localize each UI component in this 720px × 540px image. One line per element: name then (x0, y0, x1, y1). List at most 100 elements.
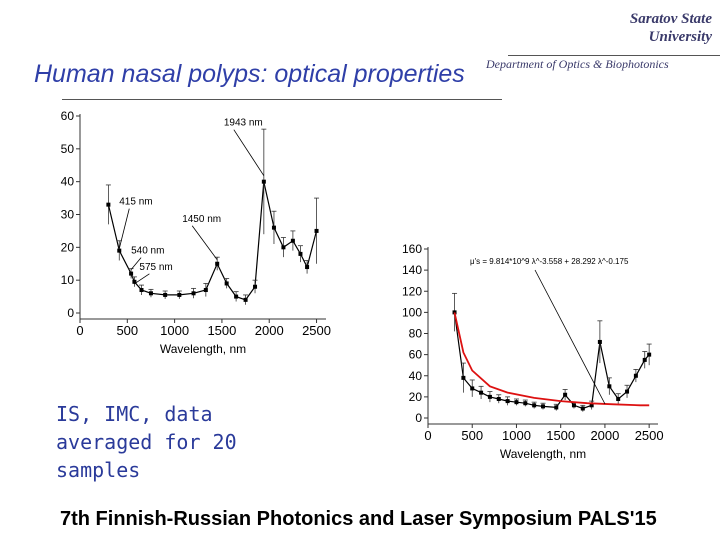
data-point (633, 373, 638, 378)
data-point (597, 339, 602, 344)
data-point (541, 404, 545, 409)
data-point (487, 394, 492, 399)
department-name: Department of Optics & Biophotonics (486, 57, 669, 71)
y-tick-label: 60 (409, 348, 423, 362)
y-tick-label: 80 (409, 327, 423, 341)
data-point (177, 292, 182, 297)
data-point (215, 261, 220, 266)
data-point (563, 392, 568, 397)
y-tick-label: 0 (67, 306, 74, 320)
data-point (305, 265, 310, 270)
data-point (580, 406, 585, 411)
data-point (496, 396, 501, 401)
data-point (203, 288, 208, 293)
x-tick-label: 0 (76, 323, 83, 338)
data-point (234, 294, 239, 299)
x-tick-label: 1000 (502, 428, 531, 443)
x-tick-label: 1500 (207, 323, 236, 338)
slide-note: IS, IMC, data averaged for 20 samples (56, 402, 237, 482)
data-point (253, 284, 258, 289)
annotation-label: 1943 nm (224, 118, 263, 129)
y-tick-label: 160 (402, 242, 422, 256)
data-point (452, 310, 457, 315)
annotation-arrow (130, 257, 142, 270)
y-tick-label: 40 (409, 369, 423, 383)
data-point (298, 251, 303, 256)
data-point (571, 403, 576, 408)
x-tick-label: 1500 (546, 428, 575, 443)
data-point (479, 390, 484, 395)
data-point (148, 291, 153, 296)
x-tick-label: 0 (424, 428, 431, 443)
data-point (461, 375, 466, 380)
formula-pointer (534, 269, 606, 405)
data-point (607, 384, 612, 389)
university-line-1: Saratov State (629, 11, 712, 27)
x-tick-label: 2000 (255, 323, 284, 338)
data-point (224, 281, 229, 286)
y-tick-label: 20 (61, 240, 75, 254)
data-point (505, 399, 510, 404)
fit-curve (453, 312, 650, 407)
data-point (106, 202, 111, 207)
fit-formula: μ's = 9.814*10^9 λ^-3.558 + 28.292 λ^-0.… (470, 257, 629, 266)
data-point (314, 228, 319, 233)
header-divider (508, 55, 720, 56)
data-point (129, 271, 134, 276)
title-underline (62, 99, 502, 100)
data-point (514, 400, 519, 405)
data-point (616, 396, 621, 401)
data-point (470, 386, 475, 391)
data-point (271, 225, 276, 230)
x-tick-label: 500 (461, 428, 483, 443)
data-point (532, 403, 537, 408)
annotation-arrow (134, 273, 150, 285)
data-point (642, 357, 647, 362)
y-tick-label: 120 (402, 284, 422, 298)
data-point (243, 297, 248, 302)
data-point (290, 238, 295, 243)
y-tick-label: 0 (415, 411, 422, 425)
y-tick-label: 60 (61, 109, 75, 123)
data-point (132, 279, 137, 284)
data-point (523, 401, 528, 406)
y-tick-label: 20 (409, 390, 423, 404)
x-tick-label: 1000 (160, 323, 189, 338)
x-tick-label: 2500 (302, 323, 331, 338)
data-point (589, 403, 594, 408)
series-line (107, 181, 318, 301)
data-point (554, 405, 559, 410)
x-tick-label: 2000 (590, 428, 619, 443)
y-tick-label: 30 (61, 208, 75, 222)
data-point (139, 288, 144, 293)
data-point (191, 291, 196, 296)
annotation-label: 575 nm (139, 262, 172, 273)
y-tick-label: 10 (61, 273, 75, 287)
data-point (261, 179, 266, 184)
x-tick-label: 2500 (635, 428, 664, 443)
annotation-label: 1450 nm (182, 214, 221, 225)
annotation-label: 415 nm (119, 197, 152, 208)
annotation-label: 540 nm (131, 246, 164, 257)
data-point (647, 352, 652, 357)
data-point (117, 248, 122, 253)
y-tick-label: 40 (61, 175, 75, 189)
data-point (163, 292, 168, 297)
data-point (625, 389, 630, 394)
y-tick-label: 50 (61, 142, 75, 156)
y-tick-label: 140 (402, 263, 422, 277)
university-name: Saratov State University (630, 10, 712, 46)
x-tick-label: 500 (116, 323, 138, 338)
x-axis-title: Wavelength, nm (500, 447, 586, 461)
footer-text: 7th Finnish-Russian Photonics and Laser … (60, 508, 657, 530)
data-point (281, 245, 286, 250)
university-line-2: University (648, 29, 712, 45)
annotation-arrow (118, 208, 130, 249)
annotation-arrow (191, 225, 218, 260)
x-axis-title: Wavelength, nm (160, 342, 246, 356)
y-tick-label: 100 (402, 305, 422, 319)
annotation-arrow (233, 129, 265, 176)
slide-title: Human nasal polyps: optical properties (34, 60, 465, 88)
